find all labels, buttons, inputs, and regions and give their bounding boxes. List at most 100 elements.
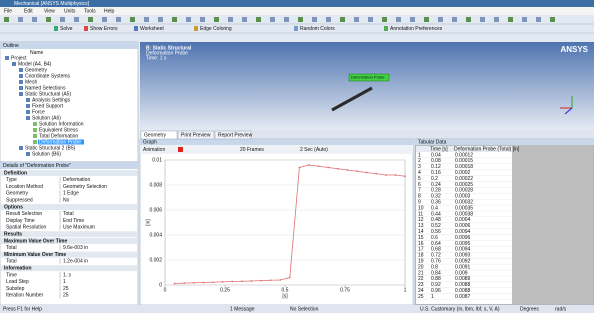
toolbar-icon[interactable]	[102, 17, 107, 22]
tree-icon	[19, 74, 23, 78]
y-tick-label: 0	[159, 282, 162, 288]
graph-header	[140, 139, 413, 145]
toolbar-icon[interactable]	[452, 17, 457, 22]
probe-point	[279, 279, 281, 281]
toolbar-icon[interactable]	[242, 17, 247, 22]
details-value: No	[63, 198, 70, 204]
toolbar-icon[interactable]	[4, 17, 9, 22]
status-item: rad/s	[555, 306, 567, 312]
tree-icon	[19, 86, 23, 90]
probe-point	[327, 167, 329, 169]
toolbar-icon[interactable]	[384, 26, 388, 31]
toolbar-icon[interactable]	[424, 17, 429, 22]
toolbar-icon[interactable]	[88, 17, 93, 22]
toolbar-icon[interactable]	[508, 17, 513, 22]
graph-control[interactable]: 2 Sec (Auto)	[300, 147, 328, 153]
toolbar-icon[interactable]	[144, 17, 149, 22]
details-value: 9.6e-003 in	[63, 245, 88, 251]
details-key: Total	[6, 259, 17, 265]
toolbar-icon[interactable]	[134, 26, 138, 31]
stop-button[interactable]	[178, 147, 183, 152]
probe-point	[193, 282, 195, 284]
toolbar-icon[interactable]	[32, 17, 37, 22]
tree-icon	[26, 110, 30, 114]
toolbar-button[interactable]: Worksheet	[140, 26, 164, 32]
toolbar-icon[interactable]	[130, 17, 135, 22]
toolbar-icon[interactable]	[522, 17, 527, 22]
toolbar-icon[interactable]	[340, 17, 345, 22]
toolbar-icon[interactable]	[438, 17, 443, 22]
tabular-title: Tabular Data	[418, 139, 447, 145]
toolbar-icon[interactable]	[354, 17, 359, 22]
menu-item[interactable]: Units	[64, 8, 76, 14]
toolbar-icon[interactable]	[536, 17, 541, 22]
toolbar-icon[interactable]	[116, 17, 121, 22]
toolbar-icon[interactable]	[54, 26, 58, 31]
toolbar-icon[interactable]	[270, 17, 275, 22]
tab-label[interactable]: Geometry	[144, 132, 166, 138]
menu-item[interactable]: Tools	[84, 8, 96, 14]
menu-item[interactable]: File	[4, 8, 12, 14]
tab-label[interactable]: Report Preview	[218, 132, 253, 138]
graph-control[interactable]: Animation	[143, 147, 165, 153]
toolbar-icon[interactable]	[396, 17, 401, 22]
toolbar-icon[interactable]	[480, 17, 485, 22]
mechanical-window: Mechanical [ANSYS Multiphysics] File Edit…	[0, 0, 594, 313]
details-section-label: Minimum Value Over Time	[4, 252, 66, 258]
details-key: Result Selection	[6, 211, 42, 217]
toolbar-button[interactable]: Random Colors	[300, 26, 335, 32]
toolbar-icon[interactable]	[410, 17, 415, 22]
toolbar-icon[interactable]	[172, 17, 177, 22]
toolbar-button[interactable]: Solve	[60, 26, 73, 32]
probe-point	[347, 169, 349, 171]
toolbar-button[interactable]: Edge Coloring	[200, 26, 232, 32]
toolbar-icon[interactable]	[382, 17, 387, 22]
probe-point	[203, 282, 205, 284]
toolbar-icon[interactable]	[46, 17, 51, 22]
tab-label[interactable]: Print Preview	[181, 132, 211, 138]
toolbar-icon[interactable]	[194, 26, 198, 31]
menu-item[interactable]: View	[44, 8, 55, 14]
toolbar-icon[interactable]	[214, 17, 219, 22]
menu-item[interactable]: Edit	[24, 8, 33, 14]
toolbar-icon[interactable]	[158, 17, 163, 22]
details-section-label: Information	[4, 266, 32, 272]
tree-item[interactable]: Solution (B6)	[32, 151, 61, 157]
toolbar-button[interactable]: Show Errors	[90, 26, 118, 32]
toolbar-icon[interactable]	[298, 17, 303, 22]
tree-icon	[26, 98, 30, 102]
probe-label: Deformation Probe	[351, 75, 385, 80]
probe-point	[289, 277, 291, 279]
toolbar-icon[interactable]	[74, 17, 79, 22]
toolbar-icon[interactable]	[60, 17, 65, 22]
x-tick-label: 1	[404, 287, 407, 293]
status-item: U.S. Customary (in, lbm, lbf, s, V, A)	[420, 306, 500, 312]
toolbar-icon[interactable]	[256, 17, 261, 22]
toolbar-icon[interactable]	[228, 17, 233, 22]
toolbar-icon[interactable]	[368, 17, 373, 22]
toolbar-icon[interactable]	[312, 17, 317, 22]
x-tick-label: 0	[164, 287, 167, 293]
toolbar-icon[interactable]	[326, 17, 331, 22]
graph-control[interactable]: 20 Frames	[240, 147, 264, 153]
toolbar-icon[interactable]	[200, 17, 205, 22]
details-key: Display Time	[6, 218, 35, 224]
toolbar-icon[interactable]	[294, 26, 298, 31]
details-key: Geometry	[6, 191, 28, 197]
toolbar-icon[interactable]	[466, 17, 471, 22]
probe-point	[174, 283, 176, 285]
deformation-cell: 0.0087	[455, 294, 471, 300]
tree-icon	[5, 56, 9, 60]
window-title: Mechanical [ANSYS Multiphysics]	[14, 1, 90, 7]
probe-point	[356, 170, 358, 172]
probe-point	[308, 164, 310, 166]
menu-item[interactable]: Help	[104, 8, 115, 14]
toolbar-icon[interactable]	[18, 17, 23, 22]
toolbar-button[interactable]: Annotation Preferences	[390, 26, 443, 32]
toolbar-icon[interactable]	[186, 17, 191, 22]
toolbar-icon[interactable]	[550, 17, 555, 22]
probe-point	[222, 281, 224, 283]
toolbar-icon[interactable]	[84, 26, 88, 31]
toolbar-icon[interactable]	[494, 17, 499, 22]
toolbar-icon[interactable]	[284, 17, 289, 22]
